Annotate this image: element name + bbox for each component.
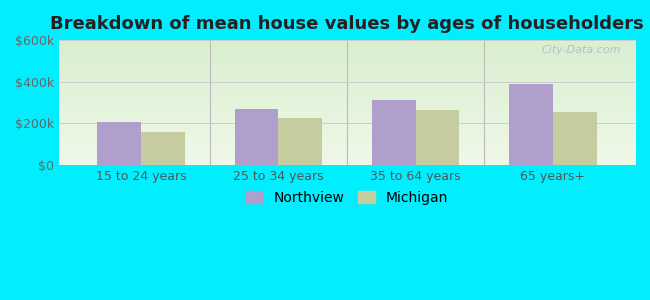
Bar xyxy=(552,112,597,165)
Text: City-Data.com: City-Data.com xyxy=(541,45,621,55)
Title: Breakdown of mean house values by ages of householders: Breakdown of mean house values by ages o… xyxy=(50,15,644,33)
Bar xyxy=(372,100,415,165)
Bar xyxy=(141,132,185,165)
Bar xyxy=(235,109,278,165)
Legend: Northview, Michigan: Northview, Michigan xyxy=(240,185,454,210)
Bar xyxy=(98,122,141,165)
Bar xyxy=(509,84,552,165)
Bar xyxy=(278,118,322,165)
Bar xyxy=(415,110,460,165)
